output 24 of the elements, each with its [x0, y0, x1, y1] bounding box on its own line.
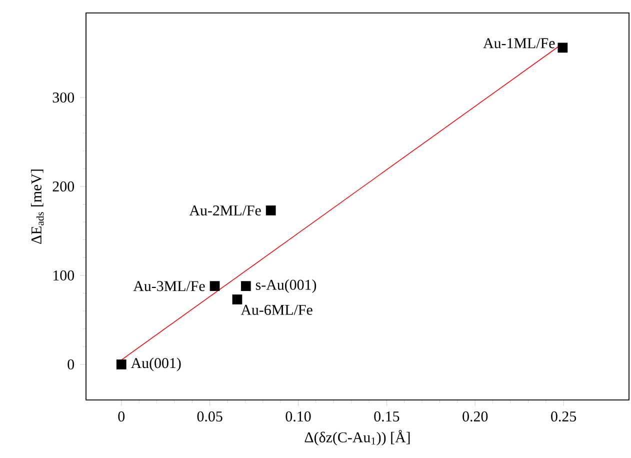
annotation: Au-1ML/Fe [483, 38, 555, 48]
annotation: Au-3ML/Fe [133, 281, 205, 292]
y-axis-title: ΔE$_{ads}$ [meV] [30, 170, 44, 244]
y-tick-label: 200 [52, 181, 74, 192]
annotation: Au(001) [130, 358, 181, 372]
annotation: Au-2ML/Fe [189, 205, 261, 216]
y-tick-label: 300 [52, 92, 74, 103]
x-tick-label: 0 [118, 411, 125, 422]
y-tick-label: 100 [53, 270, 74, 280]
annotation: s-Au(001) [256, 279, 316, 293]
x-tick-label: 0.15 [374, 411, 400, 422]
point [210, 281, 220, 292]
point [558, 42, 568, 53]
point [116, 359, 126, 370]
y-tick-label: 0 [68, 359, 74, 370]
point [266, 206, 276, 216]
x-axis-title: Δ(δz(C-Au$_{1}$)) [Å] [304, 430, 410, 446]
x-tick-label: 0.05 [197, 411, 222, 422]
x-tick-label: 0.20 [462, 411, 488, 422]
x-tick-label: 0.10 [286, 411, 311, 422]
annotation: Au-6ML/Fe [240, 304, 312, 315]
point [232, 294, 242, 304]
x-tick-label: 0.25 [551, 411, 576, 422]
point [240, 281, 251, 292]
